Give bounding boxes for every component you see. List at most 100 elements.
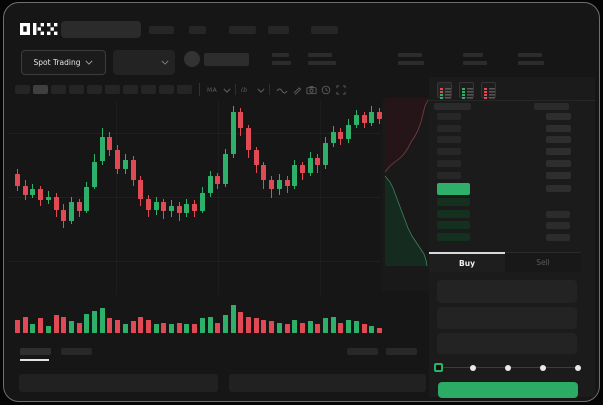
- candle-body: [261, 165, 267, 180]
- chevron-down-icon[interactable]: [223, 88, 231, 93]
- orders-strip-left: [19, 374, 218, 392]
- volume-bar: [122, 324, 128, 333]
- slider-stop-75[interactable]: [540, 365, 546, 371]
- interval-button-placeholder[interactable]: [123, 85, 138, 94]
- h-gridline: [9, 261, 381, 262]
- candle-body: [53, 196, 59, 210]
- history-clock-icon[interactable]: [321, 85, 331, 95]
- orderbook-header-amount-placeholder: [534, 103, 569, 110]
- pair-dropdown[interactable]: [113, 50, 175, 75]
- volume-bar: [169, 324, 174, 333]
- tab-sell[interactable]: Sell: [505, 252, 581, 272]
- interval-button-placeholder[interactable]: [33, 85, 48, 94]
- nav-item-placeholder[interactable]: [268, 26, 289, 34]
- candle-body: [115, 150, 121, 169]
- total-field[interactable]: [437, 333, 577, 354]
- candle-body: [315, 157, 321, 166]
- bid-price-placeholder[interactable]: [437, 221, 470, 229]
- chevron-down-icon[interactable]: [257, 88, 265, 93]
- interval-button-placeholder[interactable]: [15, 85, 30, 94]
- candle-body: [238, 111, 244, 129]
- last-price-block[interactable]: [437, 183, 470, 195]
- token-avatar: [184, 51, 200, 67]
- interval-button-placeholder[interactable]: [105, 85, 120, 94]
- nav-item-placeholder[interactable]: [229, 26, 256, 34]
- chevron-down-icon: [161, 60, 169, 65]
- market-type-selector[interactable]: Spot Trading: [21, 50, 106, 75]
- ask-price-placeholder[interactable]: [437, 136, 461, 144]
- volume-bar: [338, 322, 344, 333]
- amount-slider-handle[interactable]: [434, 363, 443, 372]
- candle-body: [215, 176, 221, 184]
- candle-body: [369, 111, 375, 123]
- ask-price-placeholder[interactable]: [437, 171, 461, 179]
- interval-button-placeholder[interactable]: [159, 85, 174, 94]
- bid-price-placeholder[interactable]: [437, 198, 470, 206]
- search-input[interactable]: [61, 21, 141, 38]
- candle-body: [61, 209, 67, 221]
- nav-item-placeholder[interactable]: [189, 26, 206, 34]
- ask-amount-placeholder: [546, 171, 571, 179]
- candle-body: [276, 180, 282, 190]
- candle-body: [353, 115, 359, 125]
- candlestick-chart[interactable]: [9, 101, 382, 295]
- slider-stop-25[interactable]: [470, 365, 476, 371]
- candle-body: [346, 124, 352, 140]
- ask-price-placeholder[interactable]: [437, 113, 461, 120]
- volume-bar: [115, 319, 121, 333]
- volume-bar: [199, 318, 205, 333]
- indicator-label[interactable]: Ib: [241, 87, 248, 94]
- volume-bar: [92, 310, 97, 333]
- bid-price-placeholder[interactable]: [437, 232, 470, 241]
- slider-stop-50[interactable]: [505, 365, 511, 371]
- interval-button-placeholder[interactable]: [177, 85, 192, 94]
- candle-body: [45, 196, 51, 201]
- book-combined-view-icon[interactable]: [437, 82, 452, 99]
- tab-buy[interactable]: Buy: [429, 252, 505, 272]
- book-bids-view-icon[interactable]: [459, 82, 474, 99]
- ask-price-placeholder[interactable]: [437, 124, 461, 132]
- amount-field[interactable]: [437, 307, 577, 329]
- buy-submit-button[interactable]: [438, 382, 578, 398]
- okx-logo-glyphs: [20, 23, 58, 35]
- okx-logo: OKX: [19, 20, 59, 38]
- candle-body: [222, 154, 228, 184]
- candle-body: [38, 189, 44, 201]
- slider-stop-100[interactable]: [575, 365, 581, 371]
- interval-button-placeholder[interactable]: [69, 85, 84, 94]
- volume-bar: [330, 316, 336, 333]
- bottom-filter-placeholder[interactable]: [386, 348, 417, 355]
- camera-icon[interactable]: [306, 85, 317, 95]
- bid-price-placeholder[interactable]: [437, 209, 470, 218]
- volume-bar: [99, 307, 105, 333]
- draw-pencil-icon[interactable]: [292, 85, 302, 95]
- wave-line-icon[interactable]: [276, 86, 288, 94]
- interval-button-placeholder[interactable]: [141, 85, 156, 94]
- stat-line-placeholder: [518, 53, 542, 57]
- volume-bar: [222, 315, 228, 333]
- volume-bar: [376, 327, 382, 333]
- ask-price-placeholder[interactable]: [437, 159, 461, 167]
- price-field[interactable]: [437, 280, 577, 303]
- nav-item-placeholder[interactable]: [149, 26, 174, 34]
- bottom-filter-placeholder[interactable]: [347, 348, 378, 355]
- volume-bar: [323, 318, 328, 333]
- volume-bar: [84, 313, 90, 333]
- candle-body: [230, 111, 236, 155]
- v-gridline: [218, 101, 219, 295]
- volume-bar: [184, 324, 190, 333]
- book-asks-view-icon[interactable]: [481, 82, 496, 99]
- nav-item-placeholder[interactable]: [311, 26, 338, 34]
- candle-body: [92, 161, 97, 188]
- fullscreen-expand-icon[interactable]: [336, 85, 346, 95]
- ma-indicator-label[interactable]: MA: [207, 87, 218, 94]
- stat-line-placeholder: [398, 53, 422, 57]
- volume-bar: [246, 316, 251, 333]
- ask-price-placeholder[interactable]: [437, 148, 461, 156]
- stat-line-placeholder: [398, 61, 424, 65]
- interval-button-placeholder[interactable]: [87, 85, 102, 94]
- bottom-tab-placeholder[interactable]: [61, 348, 92, 355]
- interval-button-placeholder[interactable]: [51, 85, 66, 94]
- stat-line-placeholder: [463, 53, 483, 57]
- bottom-tab-active-placeholder[interactable]: [20, 348, 51, 355]
